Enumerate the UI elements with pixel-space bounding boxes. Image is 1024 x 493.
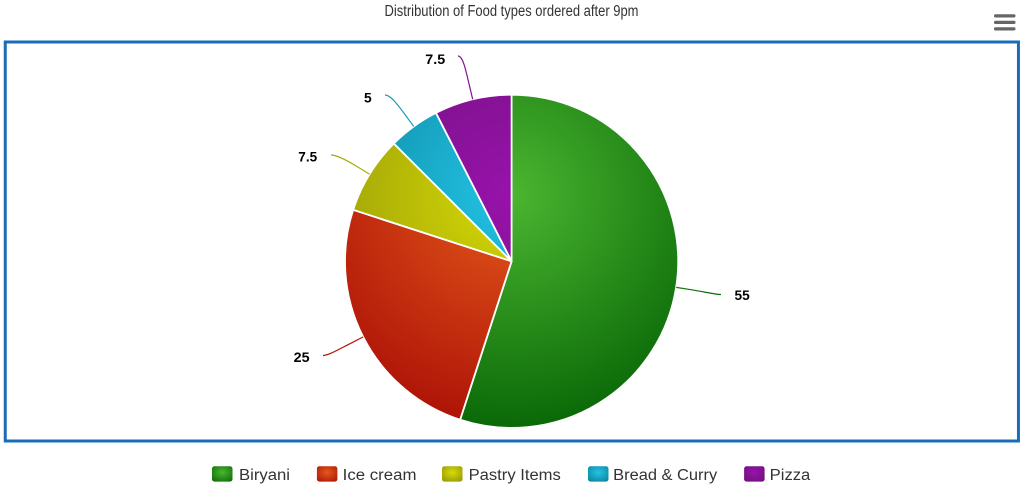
svg-text:Ice cream: Ice cream xyxy=(343,467,417,484)
svg-text:Pizza: Pizza xyxy=(770,467,811,484)
svg-text:25: 25 xyxy=(294,349,310,365)
svg-text:Bread & Curry: Bread & Curry xyxy=(613,467,717,484)
svg-text:5: 5 xyxy=(364,90,372,106)
svg-text:Distribution of Food types ord: Distribution of Food types ordered after… xyxy=(385,3,639,20)
svg-text:7.5: 7.5 xyxy=(298,149,317,165)
svg-text:Biryani: Biryani xyxy=(239,467,290,484)
svg-text:Pastry Items: Pastry Items xyxy=(469,467,561,484)
svg-text:7.5: 7.5 xyxy=(425,51,445,67)
svg-text:55: 55 xyxy=(735,287,750,303)
